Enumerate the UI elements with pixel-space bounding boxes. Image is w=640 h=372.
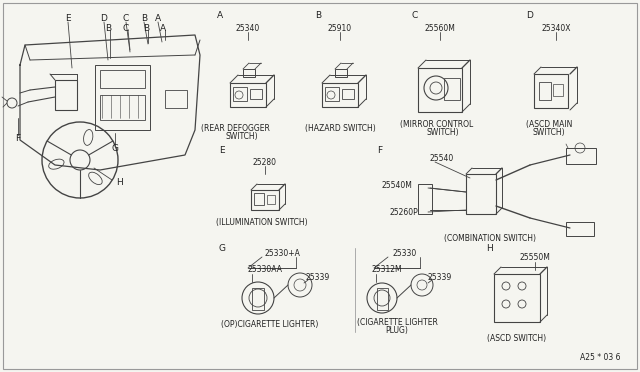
- Bar: [335, 69, 347, 77]
- Text: H: H: [486, 244, 493, 253]
- Text: SWITCH): SWITCH): [427, 128, 460, 137]
- Text: 25339: 25339: [428, 273, 452, 282]
- Bar: [322, 83, 358, 107]
- Text: (COMBINATION SWITCH): (COMBINATION SWITCH): [444, 234, 536, 243]
- Text: (ASCD SWITCH): (ASCD SWITCH): [488, 334, 547, 343]
- Text: PLUG): PLUG): [385, 326, 408, 334]
- Bar: [243, 69, 255, 77]
- Text: H: H: [116, 177, 123, 186]
- Text: B: B: [141, 13, 147, 22]
- Text: (OP)CIGARETTE LIGHTER): (OP)CIGARETTE LIGHTER): [221, 321, 319, 330]
- Bar: [230, 83, 266, 107]
- Text: (ILLUMINATION SWITCH): (ILLUMINATION SWITCH): [216, 218, 308, 227]
- Bar: [267, 195, 275, 204]
- Text: C: C: [412, 10, 418, 19]
- Text: F: F: [15, 134, 20, 142]
- Text: 25910: 25910: [328, 23, 352, 32]
- Text: G: G: [111, 144, 118, 153]
- Text: D: D: [527, 10, 533, 19]
- Text: A: A: [160, 23, 166, 32]
- Bar: [539, 82, 551, 100]
- Text: (REAR DEFOGGER: (REAR DEFOGGER: [200, 124, 269, 132]
- Bar: [534, 74, 568, 108]
- Text: (HAZARD SWITCH): (HAZARD SWITCH): [305, 124, 376, 132]
- Bar: [165, 90, 187, 108]
- Text: (CIGARETTE LIGHTER: (CIGARETTE LIGHTER: [356, 317, 437, 327]
- Bar: [444, 78, 460, 100]
- Text: 25540: 25540: [430, 154, 454, 163]
- Text: A25 * 03 6: A25 * 03 6: [580, 353, 620, 362]
- Text: 25330AA: 25330AA: [248, 266, 283, 275]
- Text: 25550M: 25550M: [520, 253, 550, 263]
- Text: E: E: [65, 13, 71, 22]
- Bar: [466, 174, 496, 214]
- Text: C: C: [123, 13, 129, 22]
- Text: D: D: [100, 13, 108, 22]
- Bar: [100, 95, 145, 120]
- Text: 25280: 25280: [253, 157, 277, 167]
- Text: 25260P: 25260P: [390, 208, 419, 217]
- Text: 25312M: 25312M: [372, 266, 403, 275]
- Bar: [55, 80, 77, 110]
- Text: (MIRROR CONTROL: (MIRROR CONTROL: [401, 119, 474, 128]
- Text: A: A: [217, 10, 223, 19]
- Text: C: C: [123, 23, 129, 32]
- Text: 25340X: 25340X: [541, 23, 571, 32]
- Bar: [100, 70, 145, 88]
- Bar: [325, 87, 339, 101]
- Text: 25330+A: 25330+A: [264, 248, 300, 257]
- Bar: [251, 190, 279, 210]
- Text: 25339: 25339: [306, 273, 330, 282]
- Text: G: G: [218, 244, 225, 253]
- Text: 25560M: 25560M: [424, 23, 456, 32]
- Text: F: F: [378, 145, 383, 154]
- Bar: [233, 87, 247, 101]
- Bar: [95, 65, 150, 130]
- Text: 25540M: 25540M: [382, 180, 413, 189]
- Text: B: B: [143, 23, 149, 32]
- Text: (ASCD MAIN: (ASCD MAIN: [526, 119, 572, 128]
- Text: A: A: [155, 13, 161, 22]
- Text: E: E: [219, 145, 225, 154]
- Text: 25340: 25340: [236, 23, 260, 32]
- Bar: [342, 89, 354, 99]
- Text: SWITCH): SWITCH): [226, 131, 259, 141]
- Bar: [252, 288, 264, 310]
- Bar: [566, 148, 596, 164]
- Text: B: B: [315, 10, 321, 19]
- Text: 25330: 25330: [393, 248, 417, 257]
- Text: SWITCH): SWITCH): [532, 128, 565, 137]
- Bar: [566, 222, 594, 236]
- Text: B: B: [105, 23, 111, 32]
- Bar: [418, 184, 432, 214]
- Bar: [553, 84, 563, 96]
- Bar: [494, 274, 540, 322]
- Bar: [254, 193, 264, 205]
- Bar: [250, 89, 262, 99]
- Bar: [418, 68, 462, 112]
- Bar: [377, 288, 388, 310]
